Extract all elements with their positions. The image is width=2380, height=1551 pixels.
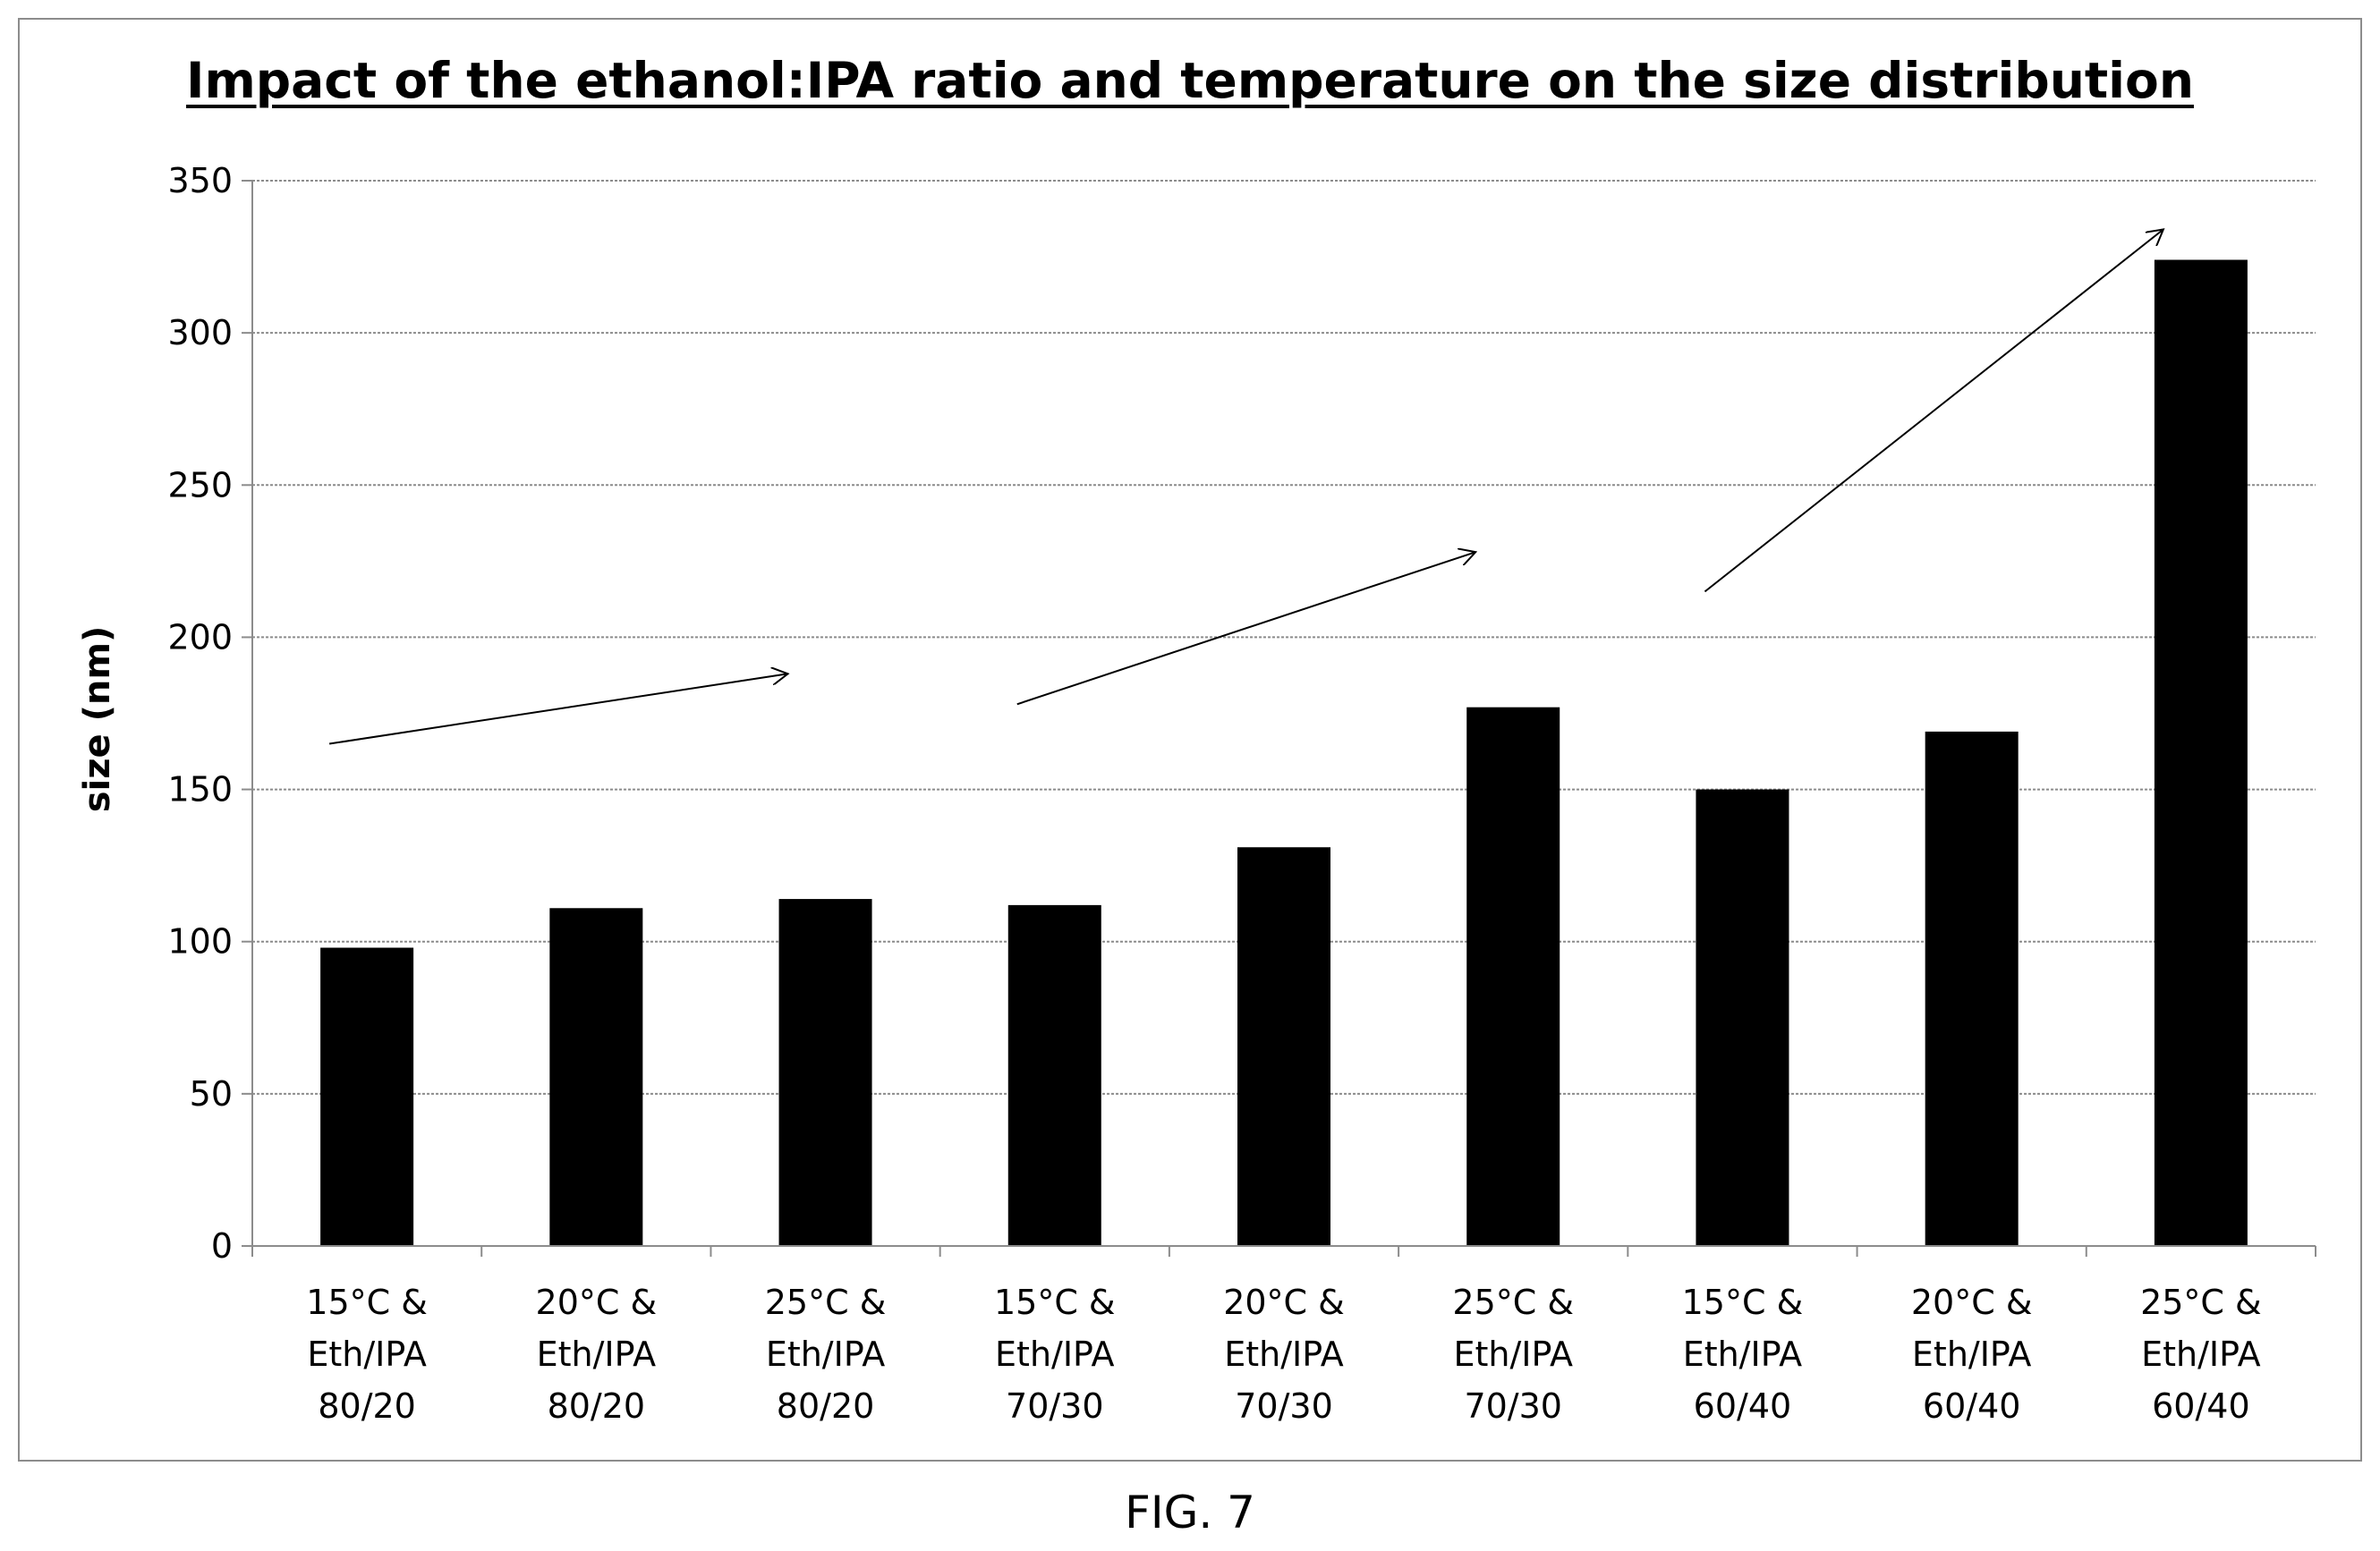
x-category-label-line: 70/30 [1006, 1386, 1104, 1426]
y-tick-label-50: 50 [190, 1074, 233, 1114]
y-tick-labels: 0 50 100 150 200 250 300 350 [167, 161, 233, 1266]
x-category-label-line: Eth/IPA [307, 1335, 426, 1374]
x-category-label-line: Eth/IPA [2141, 1335, 2260, 1374]
y-axis-title: size (nm) [77, 626, 118, 813]
trend-arrows [328, 229, 2163, 745]
bar-9 [2154, 259, 2248, 1247]
x-category-label-line: Eth/IPA [537, 1335, 656, 1374]
x-category-label-line: 20°C & [1911, 1283, 2033, 1322]
x-category-label-line: 80/20 [548, 1386, 646, 1426]
y-tick-label-150: 150 [167, 770, 233, 809]
x-category-label-line: Eth/IPA [1224, 1335, 1343, 1374]
chart-title: Impact of the ethanol:IPA ratio and temp… [186, 52, 2194, 109]
x-category-label-1: 15°C & Eth/IPA 80/20 [306, 1283, 428, 1426]
x-category-label-6: 25°C & Eth/IPA 70/30 [1452, 1283, 1574, 1426]
x-category-label-line: 70/30 [1235, 1386, 1333, 1426]
bar-3 [778, 899, 872, 1246]
x-category-label-line: 70/30 [1464, 1386, 1562, 1426]
y-tick-label-300: 300 [167, 313, 233, 352]
x-category-label-line: 80/20 [318, 1386, 416, 1426]
bar-6 [1466, 707, 1560, 1246]
bar-7 [1696, 789, 1789, 1246]
x-category-label-line: Eth/IPA [1683, 1335, 1802, 1374]
x-category-label-line: 80/20 [777, 1386, 875, 1426]
x-category-label-5: 20°C & Eth/IPA 70/30 [1223, 1283, 1345, 1426]
trend-arrow-3 [1704, 229, 2163, 593]
x-category-label-4: 15°C & Eth/IPA 70/30 [994, 1283, 1116, 1426]
x-category-label-line: 25°C & [1452, 1283, 1574, 1322]
bar-1 [320, 947, 414, 1246]
x-category-label-line: 15°C & [994, 1283, 1116, 1322]
x-category-label-line: 25°C & [765, 1283, 887, 1322]
x-category-label-7: 15°C & Eth/IPA 60/40 [1682, 1283, 1804, 1426]
x-category-label-line: Eth/IPA [766, 1335, 885, 1374]
x-category-label-line: 25°C & [2140, 1283, 2262, 1322]
y-tick-label-350: 350 [167, 161, 233, 200]
bar-5 [1237, 847, 1330, 1246]
x-category-label-8: 20°C & Eth/IPA 60/40 [1911, 1283, 2033, 1426]
x-category-label-line: 60/40 [1923, 1386, 2021, 1426]
bars [320, 259, 2248, 1247]
bar-2 [549, 908, 643, 1246]
x-category-label-line: 15°C & [306, 1283, 428, 1322]
y-tick-label-0: 0 [211, 1226, 233, 1266]
x-category-label-line: 15°C & [1682, 1283, 1804, 1322]
x-category-label-line: 20°C & [1223, 1283, 1345, 1322]
figure-caption: FIG. 7 [1125, 1487, 1255, 1538]
x-category-label-line: 60/40 [2152, 1386, 2250, 1426]
trend-arrow-2 [1016, 552, 1475, 706]
x-category-label-line: Eth/IPA [1453, 1335, 1572, 1374]
y-tick-label-200: 200 [167, 617, 233, 657]
bar-8 [1925, 731, 2019, 1246]
x-category-label-3: 25°C & Eth/IPA 80/20 [765, 1283, 887, 1426]
axes [251, 181, 2316, 1257]
x-category-label-line: 20°C & [536, 1283, 658, 1322]
bar-4 [1007, 904, 1101, 1246]
y-tick-label-100: 100 [167, 922, 233, 962]
x-category-label-2: 20°C & Eth/IPA 80/20 [536, 1283, 658, 1426]
x-category-label-line: 60/40 [1694, 1386, 1792, 1426]
x-category-label-9: 25°C & Eth/IPA 60/40 [2140, 1283, 2262, 1426]
trend-arrow-1 [328, 674, 787, 745]
y-tick-label-250: 250 [167, 465, 233, 504]
x-category-label-line: Eth/IPA [995, 1335, 1114, 1374]
x-category-label-line: Eth/IPA [1912, 1335, 2031, 1374]
